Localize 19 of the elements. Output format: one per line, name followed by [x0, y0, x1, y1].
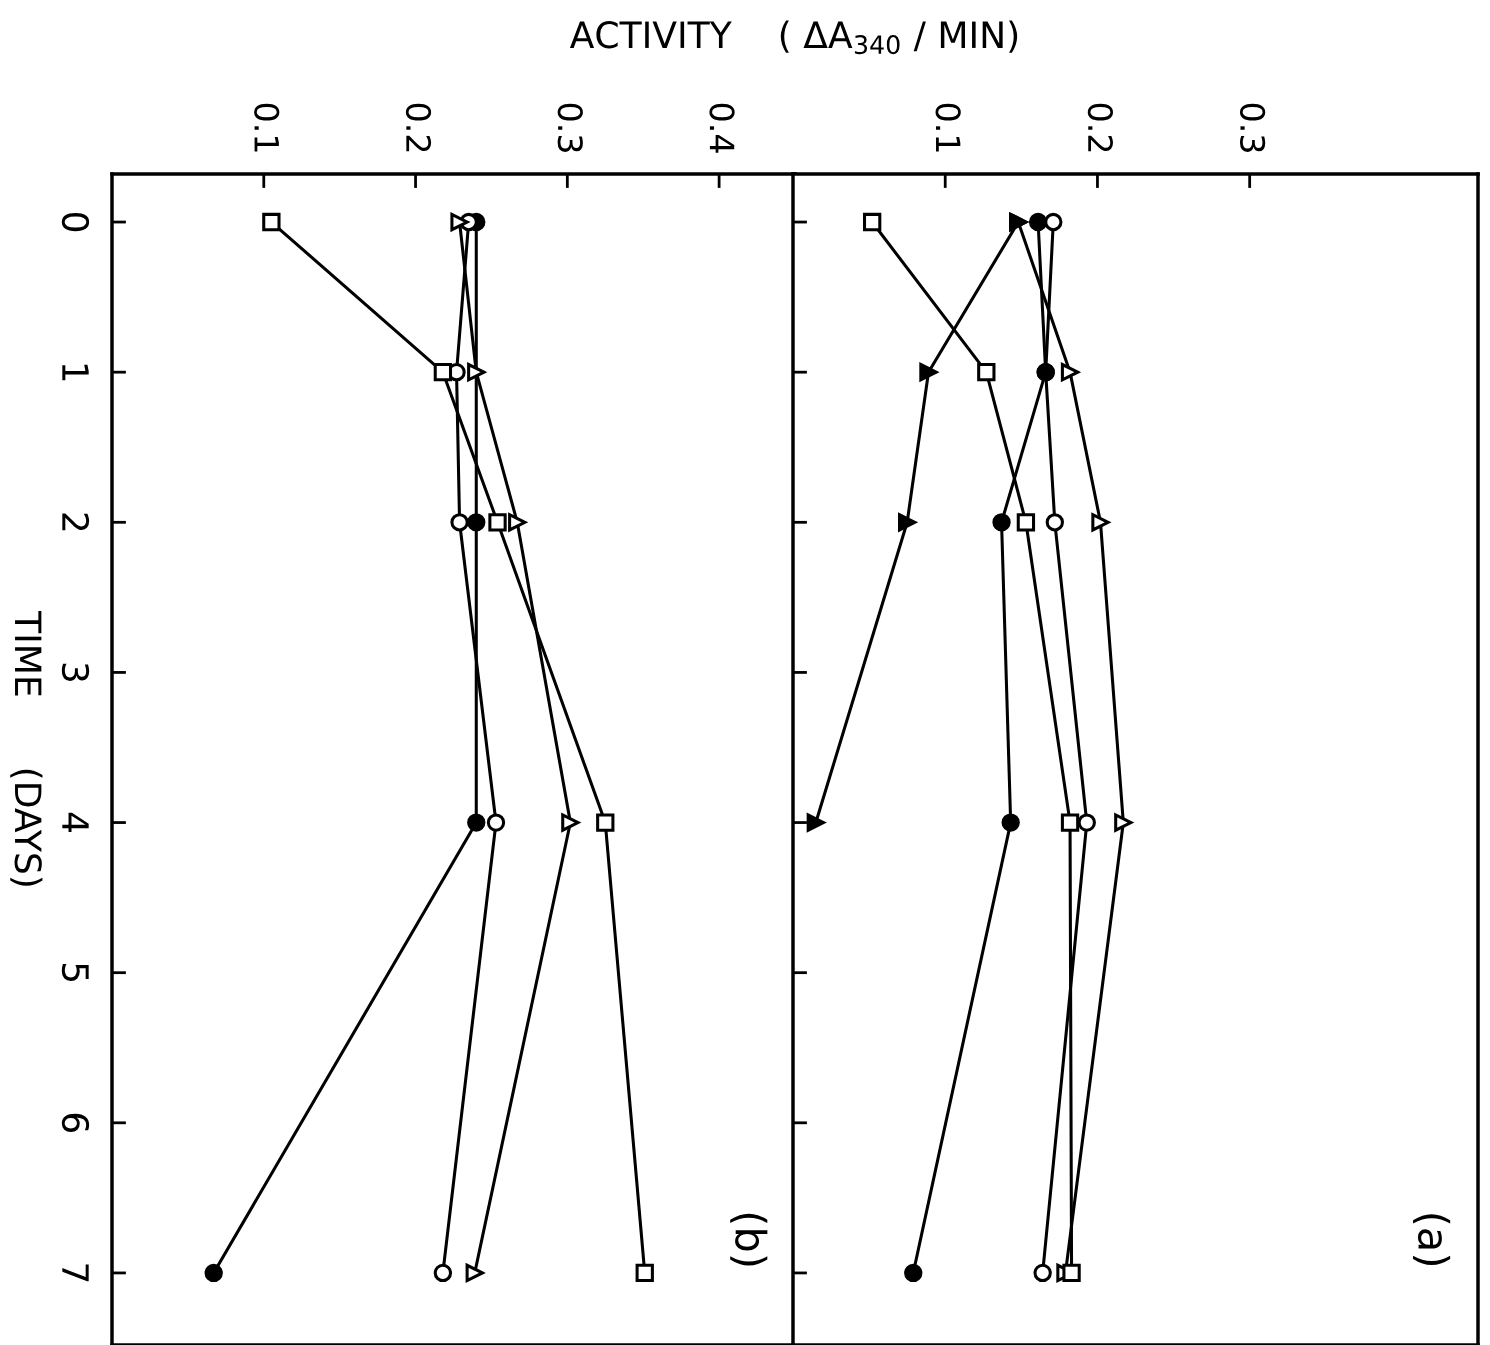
y-tick-label: 7	[62, 1264, 89, 1282]
x-tick-label: 0.2	[1087, 103, 1113, 152]
x-tick-label: 0.4	[709, 103, 735, 153]
x-tick-label: 0.3	[557, 103, 583, 152]
y-tick-label: 5	[61, 963, 89, 982]
text: (a)	[1413, 1214, 1451, 1266]
x-tick-label: 0.1	[935, 103, 961, 152]
text: (b)	[730, 1213, 768, 1266]
x-axis-title: ACTIVITY ( ΔA$_{340}$ / MIN)	[569, 20, 1018, 55]
y-tick-label: 1	[62, 364, 89, 381]
y-axis-title: TIME (DAYS)	[10, 611, 43, 886]
x-tick-label: 0.2	[405, 103, 432, 152]
x-tick-label: 0.3	[1239, 103, 1266, 152]
y-tick-label: 2	[62, 513, 90, 531]
x-tick-label: 0.1	[254, 103, 280, 152]
y-tick-label: 0	[61, 212, 90, 232]
y-tick-label: 4	[62, 812, 89, 833]
y-tick-label: 3	[61, 663, 90, 682]
y-tick-label: 6	[61, 1113, 90, 1133]
